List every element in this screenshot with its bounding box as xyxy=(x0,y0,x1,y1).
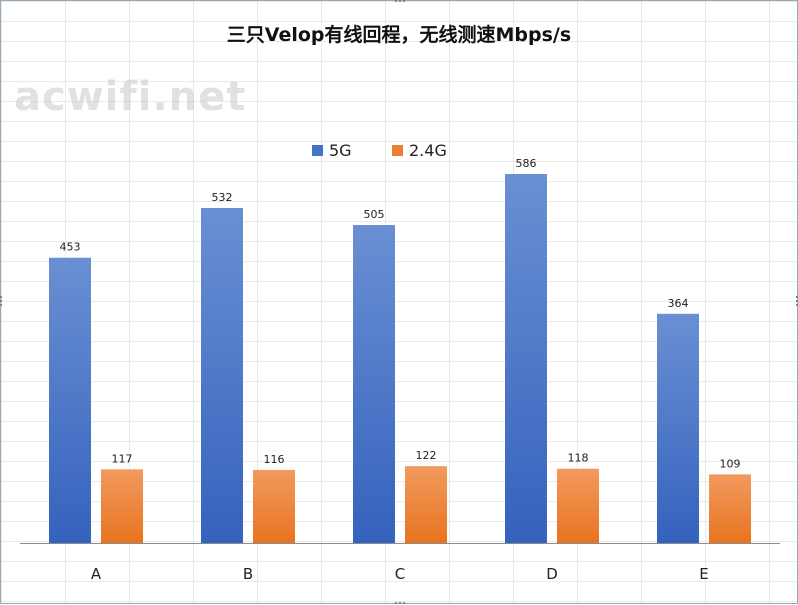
bar-5G-D xyxy=(505,174,547,543)
legend-label-1: 2.4G xyxy=(409,141,447,160)
chart-title: 三只Velop有线回程，无线测速Mbps/s xyxy=(226,24,572,46)
x-tick-label-C: C xyxy=(395,565,405,583)
data-label-2.4G-D: 118 xyxy=(568,452,589,465)
x-tick-label-B: B xyxy=(243,565,253,583)
data-label-5G-D: 586 xyxy=(516,157,537,170)
watermark-text: acwifi.net xyxy=(14,74,247,120)
bar-2.4G-C xyxy=(405,466,447,543)
bar-5G-C xyxy=(353,225,395,543)
bar-2.4G-A xyxy=(101,469,143,543)
x-tick-label-A: A xyxy=(91,565,102,583)
resize-handle-bottom[interactable] xyxy=(394,601,406,605)
resize-handle-left[interactable] xyxy=(0,295,3,307)
data-label-5G-A: 453 xyxy=(60,241,81,254)
legend-label-0: 5G xyxy=(329,141,352,160)
resize-handle-top[interactable] xyxy=(394,0,406,3)
data-label-2.4G-B: 116 xyxy=(264,453,285,466)
data-label-5G-C: 505 xyxy=(364,208,385,221)
bar-2.4G-D xyxy=(557,468,599,543)
data-label-2.4G-E: 109 xyxy=(720,457,741,470)
data-label-2.4G-C: 122 xyxy=(416,449,437,462)
data-label-5G-E: 364 xyxy=(668,297,689,310)
resize-handle-right[interactable] xyxy=(795,295,798,307)
x-tick-label-E: E xyxy=(699,565,708,583)
legend-swatch-0 xyxy=(312,145,323,156)
bar-2.4G-B xyxy=(253,469,295,543)
bar-2.4G-E xyxy=(709,474,751,543)
bar-5G-B xyxy=(201,208,243,543)
x-tick-label-D: D xyxy=(546,565,558,583)
bar-5G-A xyxy=(49,257,91,543)
bar-5G-E xyxy=(657,313,699,543)
legend-swatch-1 xyxy=(392,145,403,156)
data-label-5G-B: 532 xyxy=(212,191,233,204)
data-label-2.4G-A: 117 xyxy=(112,452,133,465)
